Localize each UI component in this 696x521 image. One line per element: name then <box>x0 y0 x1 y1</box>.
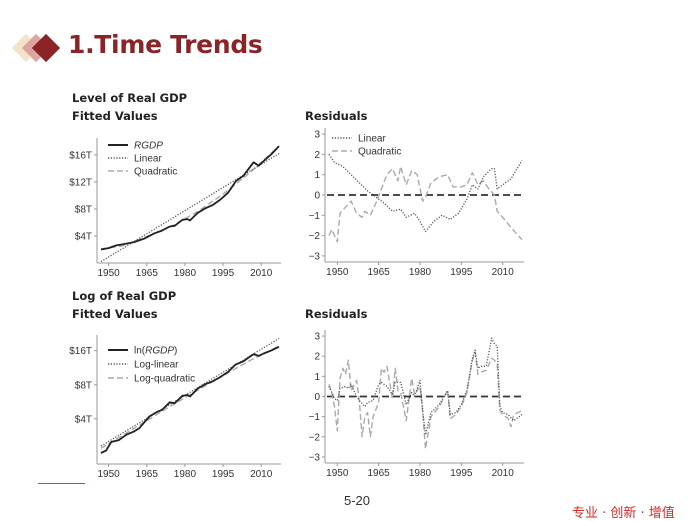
y-tick-label: $4T <box>75 414 92 425</box>
x-tick-label: 2010 <box>250 268 273 279</box>
x-tick-label: 1980 <box>409 468 432 479</box>
series-line-rgdp <box>100 145 280 251</box>
x-tick-label: 1995 <box>450 267 473 278</box>
series-line-log-quadratic <box>100 345 280 449</box>
legend-label: RGDP <box>134 141 163 152</box>
y-tick-label: −3 <box>309 452 321 463</box>
x-tick-label: 1995 <box>450 468 473 479</box>
y-tick-label: $4T <box>75 231 92 242</box>
x-tick-label: 1950 <box>326 267 349 278</box>
log-residuals-title: Residuals <box>305 307 368 321</box>
x-tick-label: 1980 <box>409 267 432 278</box>
x-tick-label: 1995 <box>212 469 235 480</box>
legend-label: Quadratic <box>134 167 177 178</box>
series-line-quadratic <box>328 165 523 243</box>
log-chart-subtitle: Fitted Values <box>72 307 158 321</box>
legend-label: Log-linear <box>134 360 179 371</box>
x-tick-label: 1965 <box>136 469 159 480</box>
y-tick-label: 1 <box>314 372 320 383</box>
x-tick-label: 1950 <box>98 268 121 279</box>
chart-log-resid: 3 2 1 0 −1 −2 −3 1950 1965 1980 1995 2010 <box>309 330 524 479</box>
y-tick-label: −1 <box>309 412 321 423</box>
y-tick-label: −3 <box>309 251 321 262</box>
x-tick-label: 2010 <box>250 469 273 480</box>
footer-divider <box>38 483 85 484</box>
y-tick-label: 0 <box>314 191 320 202</box>
y-tick-label: 2 <box>314 352 320 363</box>
series-line-linear <box>100 152 280 263</box>
legend-label: Log-quadratic <box>134 374 195 385</box>
level-residuals-title: Residuals <box>305 109 368 123</box>
y-tick-label: 3 <box>314 332 320 343</box>
y-tick-label: $16T <box>69 150 92 161</box>
series-line-log-quadratic <box>328 351 523 450</box>
y-tick-label: 2 <box>314 150 320 161</box>
series-line-log-linear <box>328 337 523 436</box>
x-tick-label: 2010 <box>492 267 515 278</box>
x-tick-label: 2010 <box>492 468 515 479</box>
y-tick-label: −1 <box>309 211 321 222</box>
y-tick-label: 1 <box>314 170 320 181</box>
page-number: 5-20 <box>344 493 371 508</box>
y-tick-label: $16T <box>69 346 92 357</box>
y-tick-label: $12T <box>69 177 92 188</box>
y-tick-label: −2 <box>309 432 321 443</box>
diamond-logo-icon <box>11 34 61 63</box>
x-tick-label: 1950 <box>326 468 349 479</box>
x-tick-label: 1995 <box>212 268 235 279</box>
level-chart-subtitle: Fitted Values <box>72 109 158 123</box>
legend-label: Linear <box>358 134 386 145</box>
series-line-quadratic <box>100 145 280 250</box>
y-tick-label: $8T <box>75 380 92 391</box>
slide-title: 1.Time Trends <box>68 30 263 59</box>
level-chart-title: Level of Real GDP <box>72 91 188 105</box>
chart-level: $4T $8T $12T $16T 1950 1965 1980 1995 2010 RGDP Li… <box>69 138 281 279</box>
legend-label: ln(RGDP) <box>134 346 177 357</box>
x-tick-label: 1965 <box>368 468 391 479</box>
x-tick-label: 1965 <box>368 267 391 278</box>
footer-slogan: 专业 · 创新 · 增值 <box>572 506 675 521</box>
series-line-log-linear <box>100 337 280 447</box>
chart-level-resid: 3 2 1 0 −1 −2 −3 1950 1965 1980 1995 2010 Linear Quad… <box>309 128 524 278</box>
legend-label: Quadratic <box>358 147 401 158</box>
x-tick-label: 1980 <box>174 469 197 480</box>
x-tick-label: 1950 <box>98 469 121 480</box>
x-tick-label: 1980 <box>174 268 197 279</box>
chart-log: $4T $8T $16T 1950 1965 1980 1995 2010 ln(RGDP) Lo… <box>69 335 281 480</box>
series-line-ln-rgdp- <box>100 345 280 454</box>
series-line-linear <box>328 154 523 233</box>
y-tick-label: 3 <box>314 130 320 141</box>
x-tick-label: 1965 <box>136 268 159 279</box>
log-chart-title: Log of Real GDP <box>72 289 177 303</box>
y-tick-label: 0 <box>314 392 320 403</box>
legend-label: Linear <box>134 154 162 165</box>
y-tick-label: −2 <box>309 231 321 242</box>
y-tick-label: $8T <box>75 204 92 215</box>
